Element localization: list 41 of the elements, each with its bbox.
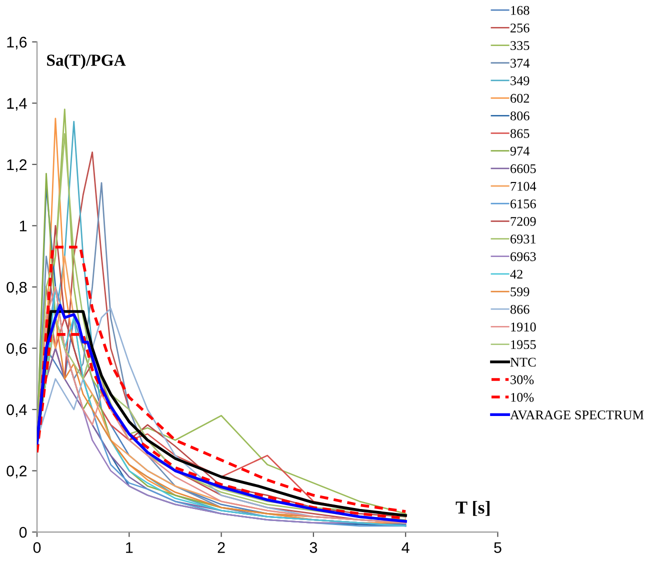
- x-tick-label: 2: [218, 542, 225, 553]
- legend-label: 806: [510, 111, 530, 120]
- legend-label: 1955: [511, 340, 536, 350]
- legend-label: 974: [510, 146, 530, 156]
- legend-label: 6931: [510, 234, 536, 244]
- y-tick-label: 1,4: [7, 98, 27, 111]
- legend-label: 7209: [510, 217, 536, 226]
- legend-label: 1910: [511, 322, 536, 332]
- x-axis-title: T [s]: [456, 500, 490, 516]
- legend-label: 865: [510, 129, 530, 138]
- y-tick-label: 0: [19, 526, 27, 538]
- legend-label: 349: [510, 76, 530, 86]
- legend-label: 7104: [510, 182, 536, 191]
- legend-label: AVARAGE SPECTRUM: [510, 410, 644, 420]
- y-tick-label: 0,2: [6, 466, 27, 478]
- y-tick-label: 1,2: [7, 159, 27, 172]
- y-tick-label: 0,4: [6, 404, 27, 417]
- legend-label: 256: [510, 24, 530, 32]
- y-tick-label: 1: [20, 220, 27, 232]
- y-tick-label: 1,6: [7, 36, 27, 50]
- legend-label: 168: [511, 6, 530, 15]
- x-tick-label: 3: [310, 542, 318, 553]
- x-tick-label: 1: [126, 542, 133, 553]
- y-tick-label: 0,8: [6, 282, 27, 294]
- legend-label: 599: [510, 287, 530, 296]
- legend-label: NTC: [510, 358, 536, 367]
- legend-label: 42: [510, 270, 522, 279]
- x-tick-label: 4: [402, 542, 410, 553]
- y-axis-title: Sa(T)/PGA: [47, 54, 126, 70]
- x-tick-label: 0: [33, 542, 41, 553]
- legend-label: 10%: [511, 392, 534, 402]
- legend-label: 866: [510, 304, 530, 314]
- legend-label: 6605: [510, 164, 536, 174]
- legend-label: 30%: [510, 375, 534, 384]
- legend-label: 6156: [510, 199, 536, 208]
- y-tick-label: 0,6: [6, 343, 27, 356]
- legend-label: 6963: [510, 252, 536, 262]
- legend-label: 602: [510, 94, 530, 103]
- legend-label: 374: [510, 58, 530, 68]
- x-tick-label: 5: [494, 542, 502, 553]
- legend-label: 335: [510, 41, 530, 50]
